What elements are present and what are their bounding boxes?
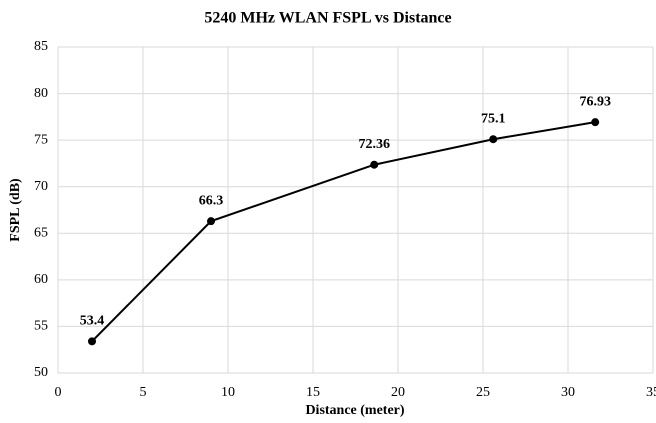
- x-tick-label: 5: [140, 385, 147, 400]
- data-line: [91, 121, 596, 343]
- x-tick-label: 20: [391, 385, 405, 400]
- data-point: [88, 337, 96, 346]
- y-tick-label: 55: [34, 319, 48, 334]
- x-tick-label: 0: [55, 385, 62, 400]
- data-label: 76.93: [579, 94, 611, 109]
- y-tick-label: 60: [34, 272, 48, 287]
- data-point: [207, 217, 215, 226]
- y-tick-label: 75: [34, 132, 48, 147]
- y-tick-label: 65: [34, 226, 48, 241]
- x-axis-label: Distance (meter): [305, 403, 404, 418]
- data-label: 75.1: [481, 111, 506, 126]
- y-tick-label: 80: [34, 86, 48, 101]
- x-tick-label: 35: [646, 385, 656, 400]
- data-label: 66.3: [199, 193, 224, 208]
- x-tick-label: 10: [221, 385, 235, 400]
- x-tick-label: 25: [476, 385, 490, 400]
- data-label: 72.36: [358, 137, 390, 152]
- x-tick-label: 30: [561, 385, 575, 400]
- data-point: [489, 135, 498, 144]
- data-point: [591, 118, 600, 127]
- data-label: 53.4: [80, 314, 105, 329]
- y-tick-label: 70: [34, 179, 48, 194]
- chart-title: 5240 MHz WLAN FSPL vs Distance: [204, 10, 451, 27]
- x-tick-label: 15: [306, 385, 320, 400]
- data-point: [370, 160, 379, 169]
- y-tick-label: 85: [34, 39, 48, 54]
- y-tick-label: 50: [34, 365, 48, 380]
- y-axis-label: FSPL (dB): [8, 178, 23, 242]
